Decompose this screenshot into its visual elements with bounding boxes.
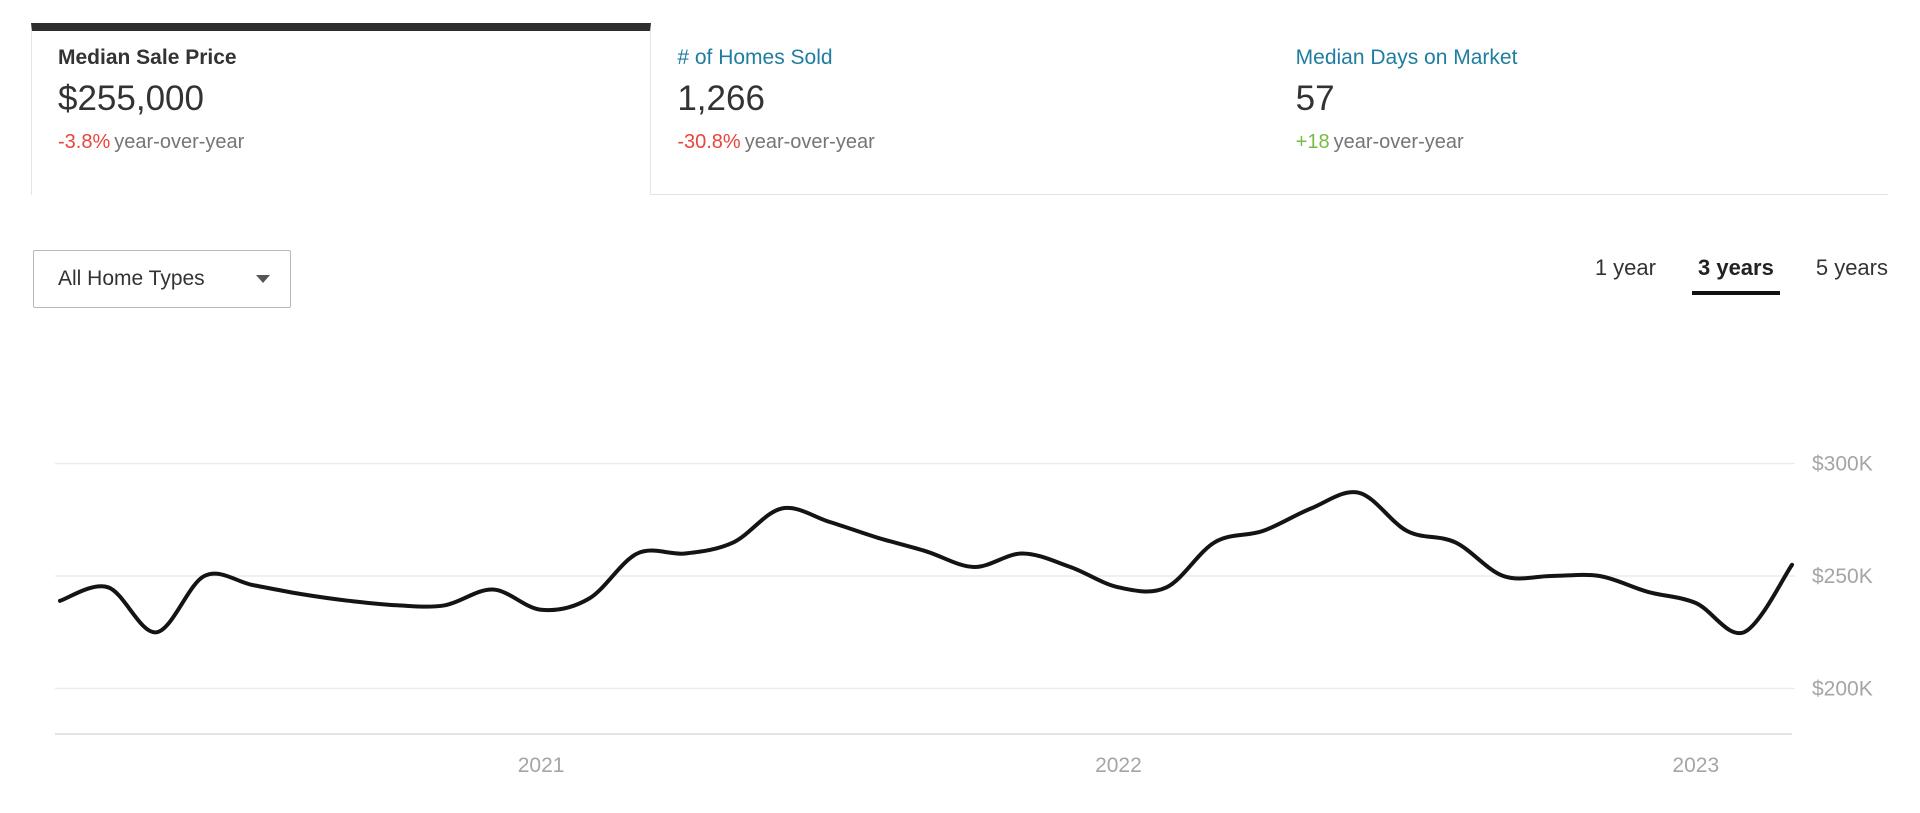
x-axis-labels: 2021 2022 2023 (518, 754, 1719, 777)
delta-suffix: year-over-year (114, 131, 245, 153)
tab-value: 57 (1295, 79, 1335, 118)
delta-value: -3.8% (58, 131, 111, 153)
price-trend-line[interactable] (58, 490, 1794, 636)
chevron-down-icon (256, 275, 270, 283)
tab-label: Median Sale Price (58, 46, 237, 69)
range-3-years[interactable]: 3 years (1691, 255, 1780, 295)
metric-tab-bar: Median Sale Price $255,000 -3.8% year-ove… (31, 23, 1888, 195)
x-axis-label: 2023 (1672, 754, 1719, 777)
tab-label: Median Days on Market (1295, 46, 1518, 69)
delta-value: +18 (1295, 131, 1330, 153)
y-axis-label: $300K (1812, 453, 1873, 476)
delta-suffix: year-over-year (744, 131, 875, 153)
time-range-selector: 1 year 3 years 5 years (1594, 255, 1888, 295)
tab-yoy-change: -30.8% year-over-year (677, 131, 1269, 154)
tab-median-days-on-market[interactable]: Median Days on Market 57 +18 year-over-ye… (1269, 23, 1888, 195)
tab-value: $255,000 (58, 79, 204, 118)
tab-value: 1,266 (677, 79, 765, 118)
delta-value: -30.8% (677, 131, 741, 153)
tab-yoy-change: +18 year-over-year (1296, 131, 1888, 154)
tab-median-sale-price[interactable]: Median Sale Price $255,000 -3.8% year-ove… (31, 23, 652, 195)
delta-suffix: year-over-year (1333, 131, 1464, 153)
range-1-year[interactable]: 1 year (1594, 255, 1656, 280)
tab-homes-sold[interactable]: # of Homes Sold 1,266 -30.8% year-over-ye… (651, 23, 1270, 195)
x-axis-label: 2021 (518, 754, 565, 777)
tab-label: # of Homes Sold (677, 46, 833, 69)
y-axis-label: $200K (1812, 678, 1873, 701)
x-axis-label: 2022 (1095, 754, 1142, 777)
home-type-dropdown[interactable]: All Home Types (33, 250, 291, 308)
y-axis-labels: $300K $250K $200K (1812, 453, 1873, 701)
tab-yoy-change: -3.8% year-over-year (58, 131, 650, 154)
range-5-years[interactable]: 5 years (1815, 255, 1888, 280)
y-axis-label: $250K (1812, 565, 1873, 588)
home-type-dropdown-value: All Home Types (58, 267, 205, 290)
